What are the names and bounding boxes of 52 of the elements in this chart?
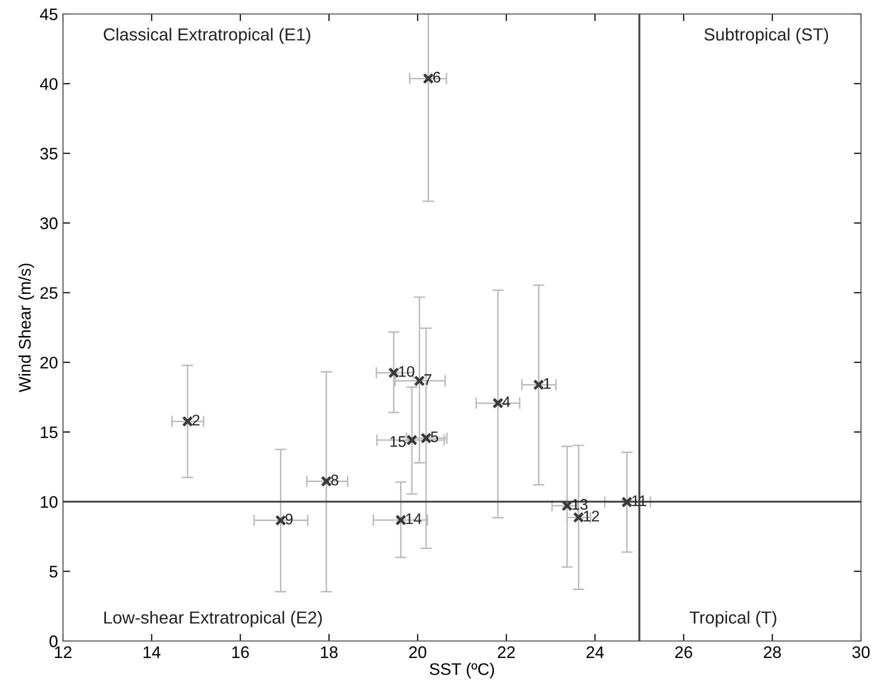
- x-tick-label: 18: [321, 646, 338, 658]
- annotation: 1: [544, 378, 551, 389]
- annotation: 7: [424, 374, 432, 385]
- y-tick-label: 20: [40, 356, 58, 369]
- point: [420, 432, 432, 444]
- x-tick-label: 24: [586, 646, 604, 658]
- annotation: 15: [390, 436, 406, 447]
- annotation: 12: [584, 510, 599, 522]
- x-tick-label: 22: [498, 646, 515, 658]
- y-tick-label: 0: [50, 635, 58, 648]
- point: [406, 434, 418, 446]
- annotation: Tropical (T): [690, 610, 776, 628]
- annotation: Low-shear Extratropical (E2): [104, 610, 322, 628]
- point: [573, 512, 584, 523]
- y-tick-label: 45: [40, 8, 58, 20]
- annotation: 5: [430, 432, 438, 442]
- annotation: 9: [286, 514, 293, 524]
- annotation: Classical Extratropical (E1): [104, 28, 310, 44]
- x-axis-title: SST (ºC): [430, 662, 494, 678]
- y-axis-title: Wind Shear (m/s): [18, 264, 34, 392]
- x-tick-label: 28: [764, 646, 781, 658]
- y-tick-label: 40: [40, 78, 58, 90]
- point: [414, 375, 425, 386]
- annotation: 4: [502, 396, 510, 408]
- y-tick-label: 30: [40, 217, 58, 230]
- x-tick-label: 20: [409, 646, 426, 658]
- y-tick-label: 10: [40, 496, 58, 508]
- point: [422, 72, 434, 84]
- point: [562, 500, 573, 512]
- point: [182, 416, 194, 427]
- annotation: 6: [433, 72, 440, 83]
- annotation: 2: [192, 414, 200, 426]
- annotation: Subtropical (ST): [704, 28, 828, 44]
- x-tick-label: 26: [675, 646, 692, 658]
- x-tick-label: 12: [55, 646, 72, 658]
- point: [621, 496, 632, 508]
- y-tick-label: 15: [40, 426, 58, 438]
- point: [395, 514, 406, 526]
- y-tick-label: 35: [40, 148, 58, 160]
- annotation: 14: [406, 514, 422, 524]
- point: [533, 379, 544, 390]
- point: [492, 398, 504, 409]
- point: [320, 476, 332, 487]
- point: [388, 367, 400, 378]
- y-tick-label: 5: [50, 566, 58, 578]
- x-tick-label: 16: [232, 646, 249, 658]
- x-tick-label: 30: [852, 646, 870, 658]
- annotation: 10: [399, 366, 414, 377]
- annotation: 8: [331, 474, 338, 486]
- x-tick-label: 14: [144, 646, 160, 658]
- point: [275, 514, 286, 526]
- y-tick-label: 25: [40, 287, 58, 299]
